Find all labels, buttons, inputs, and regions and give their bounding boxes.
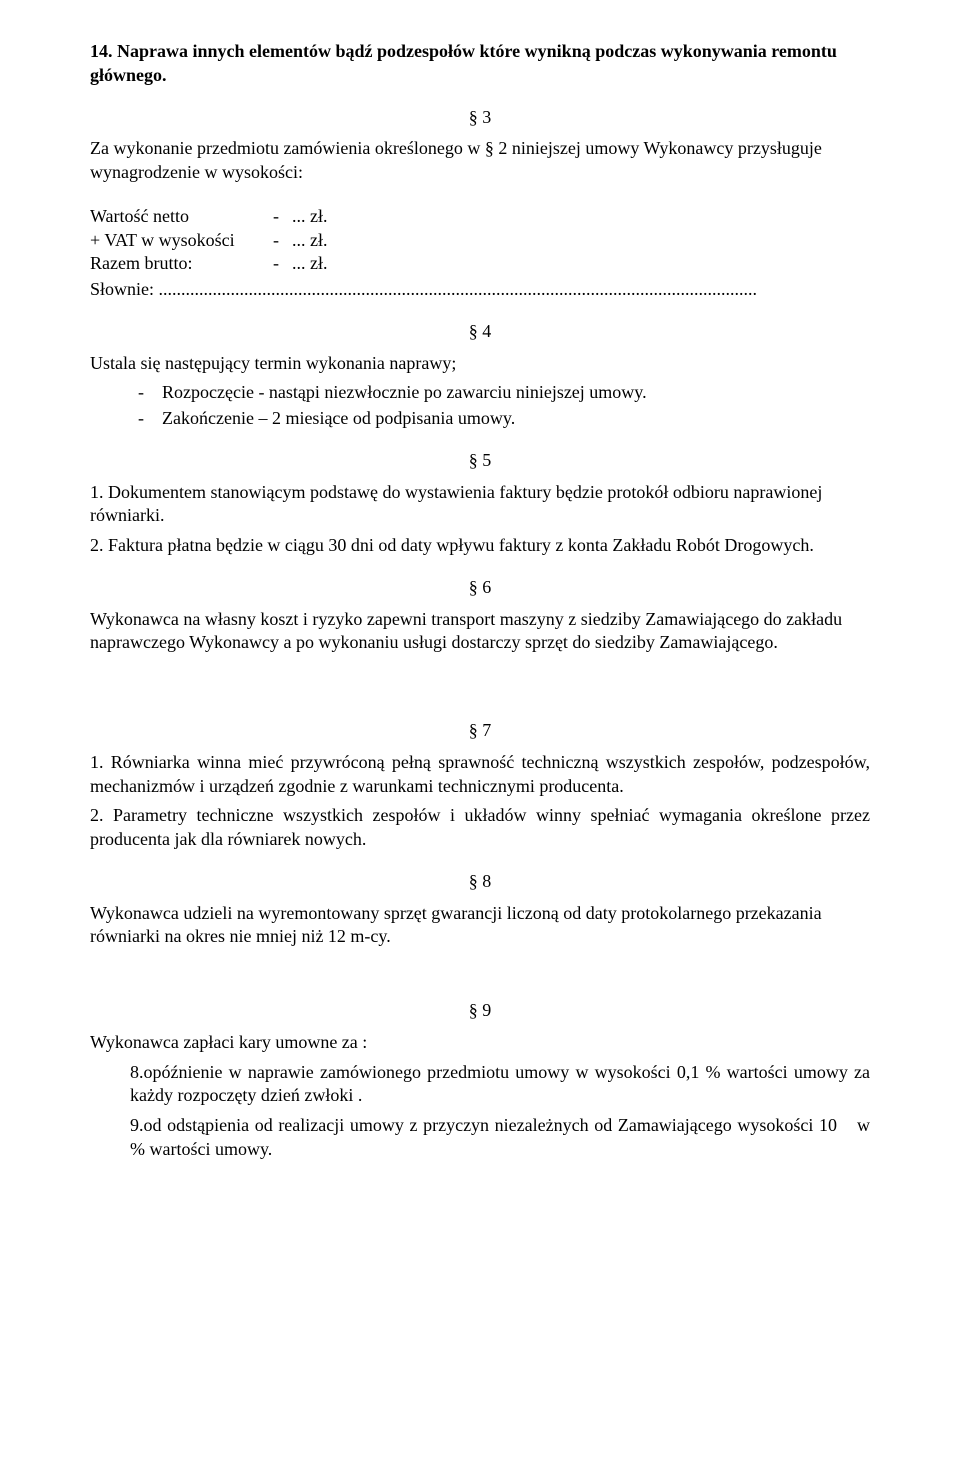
heading-14: 14. Naprawa innych elementów bądź podzes… — [90, 40, 870, 88]
section-8-p: Wykonawca udzieli na wyremontowany sprzę… — [90, 902, 870, 950]
section-9-intro: Wykonawca zapłaci kary umowne za : — [90, 1031, 870, 1055]
section-5-p1: 1. Dokumentem stanowiącym podstawę do wy… — [90, 481, 870, 529]
section-7-marker: § 7 — [90, 719, 870, 743]
row-netto: Wartość netto - ... zł. — [90, 205, 334, 229]
section-3-marker: § 3 — [90, 106, 870, 130]
dash-netto: - — [266, 205, 292, 229]
section-5-marker: § 5 — [90, 449, 870, 473]
document-page: 14. Naprawa innych elementów bądź podzes… — [0, 0, 960, 1464]
row-vat: + VAT w wysokości - ... zł. — [90, 229, 334, 253]
section-9-item-9-text: 9.od odstąpienia od realizacji umowy z p… — [130, 1115, 837, 1159]
section-6-p: Wykonawca na własny koszt i ryzyko zapew… — [90, 608, 870, 656]
section-4-item-1: - Rozpoczęcie - nastąpi niezwłocznie po … — [90, 381, 870, 405]
section-4-marker: § 4 — [90, 320, 870, 344]
section-9-marker: § 9 — [90, 999, 870, 1023]
label-vat: + VAT w wysokości — [90, 229, 266, 253]
value-table: Wartość netto - ... zł. + VAT w wysokośc… — [90, 205, 334, 276]
section-6-marker: § 6 — [90, 576, 870, 600]
section-4-item-1-text: Rozpoczęcie - nastąpi niezwłocznie po za… — [162, 382, 647, 402]
heading-text: Naprawa innych elementów bądź podzespołó… — [90, 41, 837, 85]
section-4-item-2: - Zakończenie – 2 miesiące od podpisania… — [90, 407, 870, 431]
section-5-p2: 2. Faktura płatna będzie w ciągu 30 dni … — [90, 534, 870, 558]
dash-vat: - — [266, 229, 292, 253]
value-vat: ... zł. — [292, 229, 334, 253]
section-4-list: - Rozpoczęcie - nastąpi niezwłocznie po … — [90, 381, 870, 431]
section-7-p2: 2. Parametry techniczne wszystkich zespo… — [90, 804, 870, 852]
section-9-item-8: 8.opóźnienie w naprawie zamówionego prze… — [90, 1061, 870, 1109]
section-8-marker: § 8 — [90, 870, 870, 894]
slownie-dots: ........................................… — [159, 279, 758, 299]
label-brutto: Razem brutto: — [90, 252, 266, 276]
slownie-line: Słownie: ...............................… — [90, 278, 870, 302]
dash-brutto: - — [266, 252, 292, 276]
slownie-label: Słownie: — [90, 279, 154, 299]
value-brutto: ... zł. — [292, 252, 334, 276]
value-netto: ... zł. — [292, 205, 334, 229]
section-4-item-2-text: Zakończenie – 2 miesiące od podpisania u… — [162, 408, 515, 428]
label-netto: Wartość netto — [90, 205, 266, 229]
heading-number: 14. — [90, 41, 113, 61]
section-7-p1: 1. Równiarka winna mieć przywróconą pełn… — [90, 751, 870, 799]
row-brutto: Razem brutto: - ... zł. — [90, 252, 334, 276]
section-3-intro: Za wykonanie przedmiotu zamówienia okreś… — [90, 137, 870, 185]
section-9-item-9: w 9.od odstąpienia od realizacji umowy z… — [90, 1114, 870, 1162]
section-4-intro: Ustala się następujący termin wykonania … — [90, 352, 870, 376]
section-9-item-9-w: w — [857, 1114, 870, 1138]
